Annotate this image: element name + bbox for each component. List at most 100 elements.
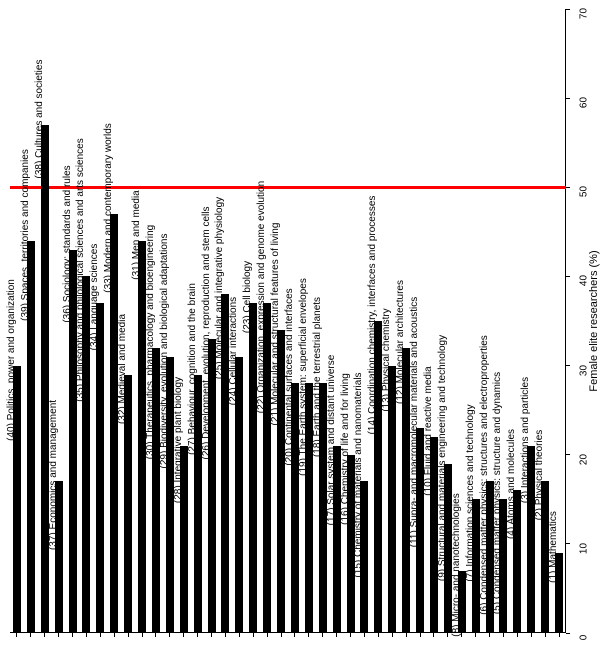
- xtick-mark: [253, 633, 254, 637]
- y-axis-label: Female elite researchers (%): [588, 250, 600, 391]
- xtick-mark: [114, 633, 115, 637]
- xtick-mark: [72, 633, 73, 637]
- category-label: (29) Biodiversity, evolution and biologi…: [159, 233, 170, 468]
- category-label: (31) Men and media: [131, 190, 142, 280]
- category-label: (5) Condensed matter physics: structure …: [492, 372, 503, 614]
- category-label: (4) Atoms and molecules: [506, 429, 517, 539]
- xtick-mark: [336, 633, 337, 637]
- xtick-mark: [128, 633, 129, 637]
- ytick-label: 60: [579, 93, 590, 113]
- xtick-mark: [531, 633, 532, 637]
- xtick-mark: [225, 633, 226, 637]
- xtick-mark: [559, 633, 560, 637]
- category-label: (22) Organization, expression and genome…: [256, 181, 267, 413]
- ytick-mark: [566, 365, 570, 366]
- category-label: (14) Coordination chemistry, interfaces …: [367, 196, 378, 435]
- category-label: (7) Information sciences and technology: [465, 405, 476, 582]
- xtick-mark: [364, 633, 365, 637]
- xtick-mark: [308, 633, 309, 637]
- xtick-mark: [475, 633, 476, 637]
- xtick-mark: [420, 633, 421, 637]
- xtick-mark: [142, 633, 143, 637]
- xtick-mark: [350, 633, 351, 637]
- xtick-mark: [489, 633, 490, 637]
- ytick-mark: [566, 543, 570, 544]
- ytick-mark: [566, 9, 570, 10]
- category-label: (17) Solar system and distant universe: [326, 354, 337, 525]
- bar: [96, 303, 104, 633]
- xtick-mark: [169, 633, 170, 637]
- ytick-mark: [566, 633, 570, 634]
- xtick-mark: [281, 633, 282, 637]
- category-label: (35) Philosophy and philological science…: [75, 139, 86, 402]
- category-label: (40) Politics, power and organization: [6, 279, 17, 441]
- xtick-mark: [503, 633, 504, 637]
- ytick-mark: [566, 187, 570, 188]
- ytick-mark: [566, 454, 570, 455]
- ytick-label: 10: [579, 538, 590, 558]
- xtick-mark: [378, 633, 379, 637]
- reference-line-50: [10, 186, 566, 189]
- category-label: (6) Condensed matter physics: structures…: [479, 336, 490, 616]
- category-label: (32) Medieval and media: [117, 313, 128, 423]
- category-label: (20) Continental surfaces and interfaces: [284, 289, 295, 466]
- category-label: (30) Therapeutics, pharmacology and bioe…: [145, 225, 156, 459]
- category-label: (15) Chemistry of materials and nanomate…: [353, 373, 364, 578]
- category-label: (34) Language sciences: [89, 244, 100, 351]
- xtick-mark: [30, 633, 31, 637]
- xtick-mark: [100, 633, 101, 637]
- x-axis-line: [10, 632, 566, 633]
- category-label: (37) Economics and management: [48, 400, 59, 550]
- xtick-mark: [392, 633, 393, 637]
- category-label: (23) Cell biology: [242, 261, 253, 333]
- category-label: (26) Development, evolution, reproductio…: [201, 206, 212, 459]
- xtick-mark: [239, 633, 240, 637]
- category-label: (28) Integrative plant biology: [173, 377, 184, 503]
- category-label: (3) Interactions and particles: [520, 377, 531, 503]
- xtick-mark: [155, 633, 156, 637]
- category-label: (39) Spaces, territories and companies: [20, 149, 31, 321]
- category-label: (16) Chemistry of life and for living: [340, 373, 351, 525]
- xtick-mark: [267, 633, 268, 637]
- xtick-mark: [545, 633, 546, 637]
- category-label: (10) Fluid and reactive media: [423, 366, 434, 496]
- category-label: (12) Molecular architectures: [395, 280, 406, 404]
- category-label: (2) Physical theories: [534, 430, 545, 521]
- plot-area: 010203040506070Female elite researchers …: [10, 9, 566, 633]
- ytick-mark: [566, 276, 570, 277]
- category-label: (24) Cellular interactions: [228, 296, 239, 404]
- category-label: (36) Sociology: standards and rules: [62, 165, 73, 322]
- category-label: (19) The Earth system: superficial envel…: [298, 279, 309, 477]
- category-label: (21) Molecular and structural features o…: [270, 222, 281, 425]
- category-label: (33) Modern and contemporary worlds: [103, 123, 114, 293]
- category-label: (13) Physical chemistry: [381, 308, 392, 411]
- xtick-mark: [86, 633, 87, 637]
- ytick-label: 0: [579, 628, 590, 648]
- ytick-label: 70: [579, 4, 590, 24]
- xtick-mark: [322, 633, 323, 637]
- category-label: (11) Supra- and macromolecular materials…: [409, 297, 420, 547]
- ytick-mark: [566, 98, 570, 99]
- ytick-label: 50: [579, 182, 590, 202]
- category-label: (9) Structural and materials engineering…: [437, 335, 448, 581]
- xtick-mark: [183, 633, 184, 637]
- category-label: (25) Molecular and integrative physiolog…: [214, 197, 225, 379]
- xtick-mark: [433, 633, 434, 637]
- xtick-mark: [211, 633, 212, 637]
- y-axis-line: [565, 9, 566, 633]
- xtick-mark: [197, 633, 198, 637]
- ytick-label: 20: [579, 449, 590, 469]
- female-elite-researchers-bar-chart: 010203040506070Female elite researchers …: [0, 0, 607, 650]
- category-label: (8) Micro- and nanotechnologies: [451, 493, 462, 636]
- xtick-mark: [58, 633, 59, 637]
- category-label: (18) Earth and the terrestrial planets: [312, 297, 323, 457]
- category-label: (38) Cultures and societies: [34, 59, 45, 178]
- category-label: (27) Behaviour, cognition and the brain: [187, 283, 198, 455]
- xtick-mark: [294, 633, 295, 637]
- bar: [41, 125, 49, 633]
- xtick-mark: [447, 633, 448, 637]
- category-label: (1) Mathematics: [548, 511, 559, 583]
- xtick-mark: [517, 633, 518, 637]
- xtick-mark: [16, 633, 17, 637]
- xtick-mark: [406, 633, 407, 637]
